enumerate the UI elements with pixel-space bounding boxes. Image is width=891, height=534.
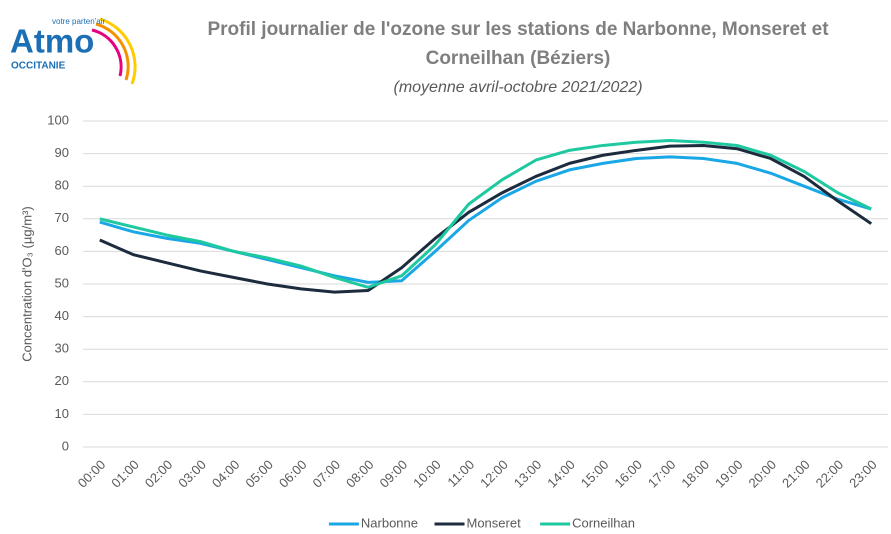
x-tick-label: 15:00 [578,457,612,491]
x-tick-label: 00:00 [75,457,109,491]
x-tick-label: 20:00 [746,457,780,491]
x-tick-label: 05:00 [242,457,276,491]
y-tick-label: 40 [55,308,69,323]
x-tick-label: 21:00 [779,457,813,491]
x-tick-label: 09:00 [377,457,411,491]
logo-arc [99,17,137,85]
x-tick-label: 08:00 [343,457,377,491]
x-tick-label: 02:00 [142,457,176,491]
x-tick-label: 23:00 [846,457,880,491]
x-tick-label: 14:00 [544,457,578,491]
logo-arc [91,28,123,77]
x-tick-label: 06:00 [276,457,310,491]
y-tick-label: 30 [55,341,69,356]
series-line [99,139,872,289]
x-tick-label: 11:00 [444,457,477,490]
x-tick-label: 07:00 [309,457,343,491]
y-tick-label: 0 [62,438,69,453]
x-tick-label: 04:00 [209,457,243,491]
y-tick-label: 70 [55,210,69,225]
x-tick-label: 18:00 [678,457,712,491]
x-tick-label: 16:00 [611,457,645,491]
legend: Narbonne Monseret Corneilhan [328,515,635,530]
x-tick-label: 19:00 [712,457,746,491]
series-line [99,155,872,284]
y-tick-label: 100 [47,112,69,127]
y-tick-label: 50 [55,275,69,290]
x-tick-label: 03:00 [175,457,209,491]
logo: votre parten'air Atmo OCCITANIE [10,17,137,85]
y-tick-label: 90 [55,145,69,160]
y-tick-label: 60 [55,243,69,258]
chart-title: Corneilhan (Béziers) [426,48,611,69]
y-tick-label: 80 [55,178,69,193]
logo-region: OCCITANIE [11,61,66,72]
x-tick-label: 13:00 [511,457,545,491]
x-tick-label: 01:00 [108,457,142,491]
y-axis-label: Concentration d'O₃ (µg/m³) [19,206,34,361]
series-line [99,143,873,294]
x-tick-label: 22:00 [813,457,847,491]
x-tick-label: 10:00 [410,457,444,491]
chart-subtitle: (moyenne avril-octobre 2021/2022) [393,79,642,96]
legend-label: Corneilhan [572,515,635,530]
x-tick-label: 17:00 [645,457,679,491]
logo-arc [95,22,130,81]
logo-brand: Atmo [10,23,94,60]
x-tick-label: 12:00 [477,457,511,491]
chart-title: Profil journalier de l'ozone sur les sta… [207,19,829,40]
logo-tagline: votre parten'air [52,17,105,26]
y-tick-label: 20 [55,373,69,388]
y-tick-label: 10 [55,406,69,421]
legend-label: Narbonne [361,515,418,530]
legend-label: Monseret [467,515,522,530]
